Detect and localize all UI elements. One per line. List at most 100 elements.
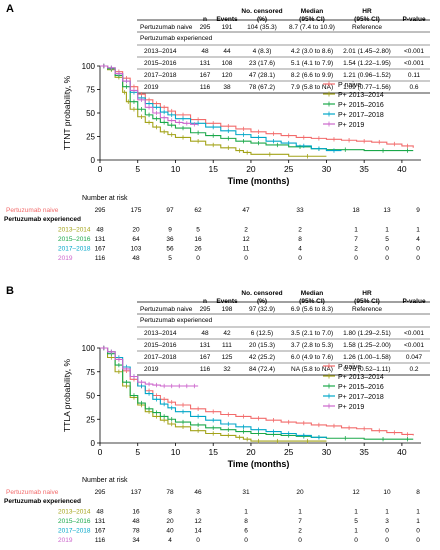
table-header-censored: No. censored (%) — [241, 290, 282, 305]
legend-label: P+ 2019 — [338, 122, 364, 129]
series-line-0 — [100, 65, 414, 148]
table-row-label: 2017–2018 — [144, 354, 177, 361]
risk-cell: 20 — [296, 489, 304, 496]
table-row-p: 0.047 — [406, 354, 423, 361]
x-tick-label: 40 — [397, 164, 407, 174]
table-naive-label: Pertuzumab naive — [140, 306, 193, 313]
x-tick-label: 0 — [98, 164, 103, 174]
risk-cell: 64 — [132, 236, 140, 243]
risk-cell: 1 — [416, 227, 420, 234]
risk-cell: 0 — [196, 255, 200, 262]
risk-cell: 16 — [132, 509, 140, 516]
risk-cell: 137 — [131, 489, 142, 496]
risk-cell: 78 — [166, 489, 174, 496]
x-tick-label: 25 — [284, 447, 294, 457]
risk-cell: 11 — [243, 246, 250, 253]
table-row-events: 111 — [222, 342, 232, 349]
risk-cell: 56 — [166, 246, 174, 253]
table-row-hr: 1.09 (0.77–1.56) — [343, 84, 391, 91]
risk-cell: 36 — [166, 236, 174, 243]
risk-cell: 1 — [298, 509, 302, 516]
risk-row-label: 2019 — [58, 537, 73, 544]
table-header-hr-line1: HR — [362, 8, 372, 15]
risk-cell: 295 — [95, 207, 106, 214]
x-tick-label: 35 — [359, 164, 369, 174]
risk-cell: 0 — [416, 528, 420, 535]
risk-cell: 2 — [298, 528, 302, 535]
table-row-events: 42 — [223, 330, 231, 337]
table-header-censored-line1: No. censored — [241, 290, 282, 297]
risk-cell: 97 — [166, 207, 174, 214]
table-row-events: 120 — [222, 72, 233, 79]
table-naive-n: 295 — [200, 306, 211, 313]
table-row-n: 167 — [200, 72, 211, 79]
risk-cell: 48 — [96, 509, 104, 516]
risk-cell: 12 — [242, 236, 250, 243]
x-tick-label: 5 — [135, 447, 140, 457]
table-row-censored: 84 (72.4) — [249, 366, 275, 373]
risk-cell: 1 — [385, 509, 389, 516]
series-line-1 — [100, 347, 327, 442]
risk-cell: 103 — [131, 246, 142, 253]
table-header-median-line2: (95% CI) — [299, 298, 325, 305]
table-header-censored: No. censored (%) — [241, 8, 282, 23]
risk-cell: 2 — [354, 246, 358, 253]
x-tick-label: 15 — [208, 447, 218, 457]
legend-label: P+ 2013–2014 — [338, 92, 384, 99]
risk-cell: 0 — [244, 537, 248, 544]
table-header-median-line2: (95% CI) — [299, 16, 325, 23]
table-row-p: 0.2 — [409, 366, 418, 373]
risk-cell: 0 — [416, 537, 420, 544]
risk-cell: 5 — [354, 518, 358, 525]
risk-cell: 116 — [95, 255, 106, 262]
legend-label: P naive — [338, 364, 361, 371]
y-tick-label: 50 — [86, 392, 95, 401]
y-tick-label: 0 — [91, 156, 96, 165]
risk-row-label: 2019 — [58, 255, 73, 262]
table-row-p: 0.6 — [409, 84, 418, 91]
risk-cell: 12 — [352, 489, 360, 496]
risk-cell: 20 — [132, 227, 140, 234]
table-row-censored: 20 (15.3) — [249, 342, 275, 349]
risk-cell: 48 — [132, 255, 140, 262]
risk-cell: 0 — [298, 255, 302, 262]
table-header-events: Events — [216, 298, 238, 305]
risk-cell: 9 — [168, 227, 172, 234]
panel-label: B — [6, 285, 14, 297]
legend-label: P+ 2015–2016 — [338, 102, 384, 109]
risk-experienced-label: Pertuzumab experienced — [4, 498, 81, 505]
table-row-p: <0.001 — [404, 330, 424, 337]
y-tick-label: 100 — [82, 62, 96, 71]
risk-cell: 34 — [132, 537, 140, 544]
table-row-p: <0.001 — [404, 342, 424, 349]
x-tick-label: 5 — [135, 164, 140, 174]
risk-cell: 0 — [354, 255, 358, 262]
table-header-median-line1: Median — [301, 290, 323, 297]
table-row-events: 32 — [223, 366, 231, 373]
risk-cell: 0 — [416, 255, 420, 262]
risk-cell: 7 — [298, 518, 302, 525]
x-tick-label: 10 — [171, 447, 181, 457]
risk-row-label: 2017–2018 — [58, 528, 91, 535]
table-header-censored-line2: (%) — [257, 16, 267, 23]
risk-cell: 33 — [296, 207, 304, 214]
table-row-censored: 6 (12.5) — [251, 330, 273, 337]
y-tick-label: 25 — [86, 133, 95, 142]
y-tick-label: 0 — [91, 439, 96, 448]
risk-cell: 46 — [194, 489, 202, 496]
table-row-p: <0.001 — [404, 48, 424, 55]
risk-cell: 18 — [352, 207, 360, 214]
table-header-hr: HR (95% CI) — [354, 290, 380, 305]
y-axis-title: TTNT probability, % — [62, 75, 72, 150]
y-tick-label: 100 — [82, 344, 96, 353]
legend-label: P+ 2019 — [338, 404, 364, 411]
table-row-hr: 2.01 (1.45–2.80) — [343, 48, 391, 55]
table-experienced-label: Pertuzumab experienced — [140, 317, 213, 324]
table-header-censored-line2: (%) — [257, 298, 267, 305]
x-tick-label: 30 — [322, 447, 332, 457]
risk-row-label: 2013–2014 — [58, 227, 91, 234]
risk-cell: 1 — [385, 227, 389, 234]
x-axis-title: Time (months) — [228, 459, 290, 469]
x-tick-label: 40 — [397, 447, 407, 457]
